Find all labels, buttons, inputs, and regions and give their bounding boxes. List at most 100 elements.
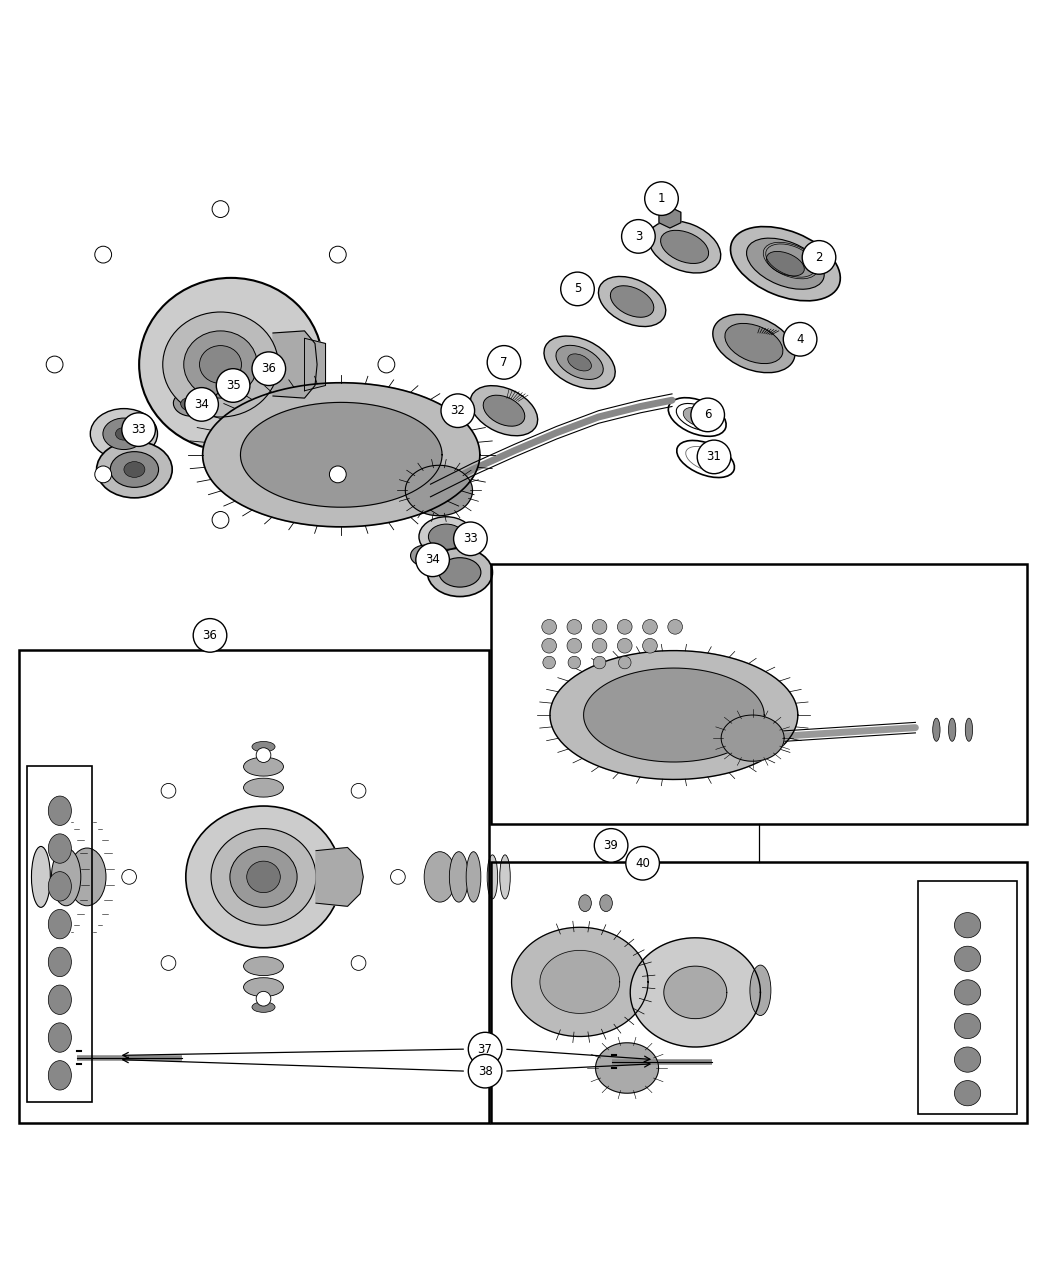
Circle shape [643,639,657,653]
Circle shape [94,465,111,483]
Ellipse shape [48,1061,71,1090]
Circle shape [542,639,557,653]
Circle shape [617,620,632,634]
Circle shape [568,657,581,669]
Polygon shape [721,715,784,761]
Circle shape [802,241,836,274]
Circle shape [351,956,365,970]
Circle shape [543,657,555,669]
Circle shape [46,356,63,372]
Text: 2: 2 [815,251,823,264]
Ellipse shape [230,847,297,908]
Polygon shape [595,1043,658,1093]
Ellipse shape [90,408,158,459]
Ellipse shape [649,221,720,273]
Ellipse shape [600,895,612,912]
Text: 33: 33 [131,423,146,436]
Circle shape [185,388,218,421]
Circle shape [416,543,449,576]
Circle shape [330,246,346,263]
Ellipse shape [419,516,474,557]
Ellipse shape [244,757,284,776]
Ellipse shape [48,872,71,901]
Ellipse shape [428,524,464,550]
Circle shape [668,620,682,634]
Polygon shape [405,465,472,515]
Circle shape [567,639,582,653]
Polygon shape [511,927,648,1037]
Circle shape [622,219,655,254]
Text: 3: 3 [634,230,643,244]
Circle shape [441,394,475,427]
Text: 31: 31 [707,450,721,463]
Bar [918,881,1017,1114]
Circle shape [617,639,632,653]
Text: 40: 40 [635,857,650,870]
Ellipse shape [244,978,284,997]
Circle shape [122,870,136,885]
Ellipse shape [483,395,525,426]
Ellipse shape [411,546,440,566]
Polygon shape [659,207,680,228]
Polygon shape [304,338,326,390]
Circle shape [618,657,631,669]
Ellipse shape [439,557,481,586]
Circle shape [645,182,678,215]
Circle shape [468,1054,502,1088]
Ellipse shape [32,847,50,908]
Ellipse shape [124,462,145,477]
Ellipse shape [731,227,840,301]
Bar [491,564,1027,825]
Ellipse shape [211,829,316,926]
Circle shape [468,1033,502,1066]
Ellipse shape [500,854,510,899]
Circle shape [256,992,271,1006]
Polygon shape [540,950,620,1014]
Ellipse shape [181,398,197,411]
Bar [27,765,92,1102]
Ellipse shape [427,548,492,597]
Ellipse shape [252,1002,275,1012]
Circle shape [593,657,606,669]
Ellipse shape [424,852,456,903]
Text: 39: 39 [604,839,618,852]
Text: 37: 37 [478,1043,492,1056]
Ellipse shape [954,913,981,938]
Circle shape [594,829,628,862]
Circle shape [212,200,229,218]
Text: 33: 33 [463,532,478,546]
Polygon shape [240,403,442,507]
Ellipse shape [932,718,940,741]
Circle shape [378,356,395,372]
Circle shape [643,620,657,634]
Ellipse shape [684,408,711,427]
Text: 6: 6 [704,408,712,422]
Ellipse shape [449,852,468,903]
Circle shape [454,521,487,556]
Ellipse shape [186,806,341,947]
Ellipse shape [766,251,804,275]
Text: 32: 32 [450,404,465,417]
Ellipse shape [598,277,666,326]
Circle shape [122,413,155,446]
Circle shape [567,620,582,634]
Ellipse shape [965,718,972,741]
Circle shape [252,352,286,385]
Ellipse shape [466,852,481,903]
Circle shape [697,440,731,474]
Ellipse shape [954,1081,981,1105]
Text: 35: 35 [226,379,240,391]
Ellipse shape [954,1047,981,1072]
Circle shape [592,620,607,634]
Ellipse shape [954,1014,981,1039]
Circle shape [212,511,229,528]
Ellipse shape [139,278,323,451]
Ellipse shape [244,956,284,975]
Circle shape [351,783,365,798]
Text: 34: 34 [194,398,209,411]
Ellipse shape [724,324,783,363]
Circle shape [94,246,111,263]
Circle shape [216,368,250,403]
Ellipse shape [579,895,591,912]
Circle shape [487,346,521,379]
